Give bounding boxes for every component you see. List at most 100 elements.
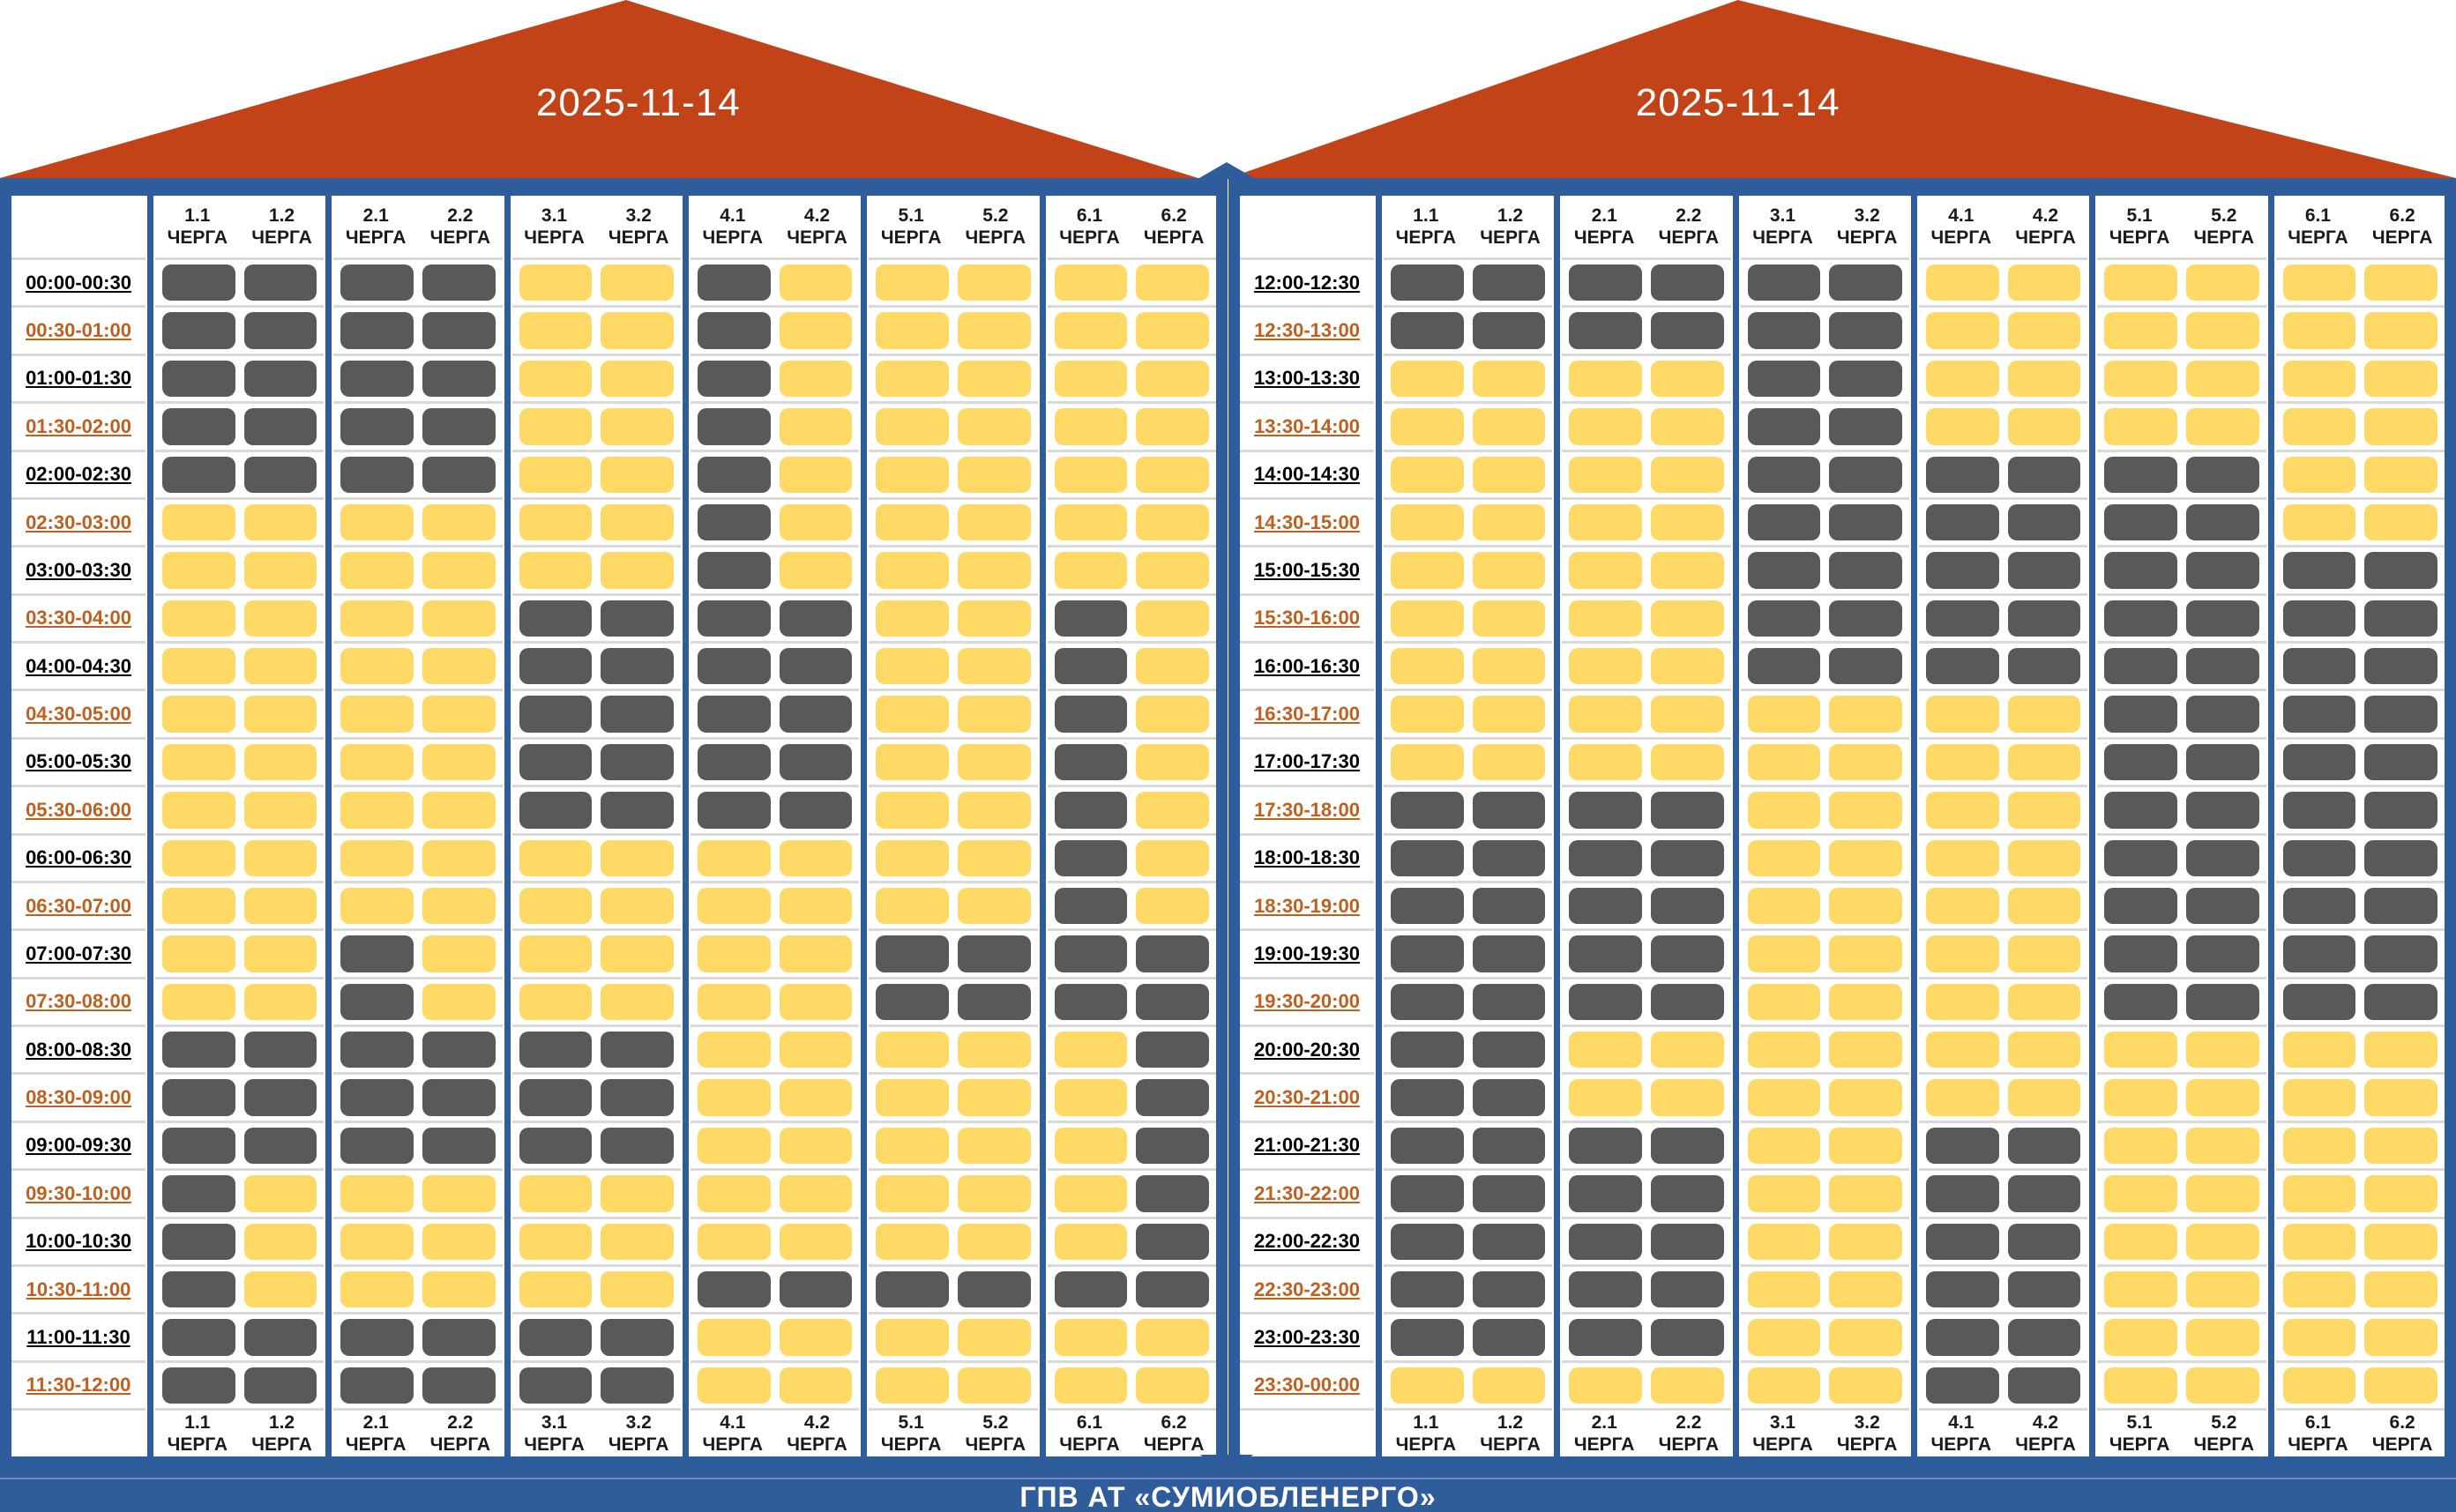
- time-slot-label[interactable]: 13:30-14:00: [1240, 401, 1374, 449]
- time-slot-label[interactable]: 07:30-08:00: [11, 976, 146, 1024]
- outage-cell: [957, 935, 1031, 972]
- time-slot-label[interactable]: 14:30-15:00: [1240, 496, 1374, 545]
- slot-row: [1740, 1168, 1909, 1216]
- time-slot-label[interactable]: 17:30-18:00: [1240, 785, 1374, 832]
- queue-word: ЧЕРГА: [880, 227, 942, 248]
- outage-cell: [1651, 983, 1724, 1020]
- time-slot-label[interactable]: 05:00-05:30: [11, 736, 146, 785]
- slot-row: [1562, 449, 1731, 497]
- slot-row: [155, 257, 325, 305]
- time-slot-label[interactable]: 16:30-17:00: [1240, 689, 1374, 736]
- queue-number: 3.1: [1769, 1412, 1796, 1433]
- time-slot-label[interactable]: 09:00-09:30: [11, 1120, 146, 1168]
- queue-number: 5.2: [982, 1412, 1009, 1433]
- outage-cell: [1569, 983, 1642, 1020]
- power-on-cell: [697, 1032, 771, 1069]
- power-on-cell: [422, 983, 496, 1020]
- power-on-cell: [2364, 312, 2437, 349]
- time-slot-label[interactable]: 04:00-04:30: [11, 641, 146, 689]
- time-slot-label[interactable]: 04:30-05:00: [11, 689, 146, 736]
- outage-cell: [1391, 1223, 1464, 1260]
- time-slot-label[interactable]: 15:00-15:30: [1240, 545, 1374, 592]
- time-slot-label[interactable]: 08:30-09:00: [11, 1072, 146, 1120]
- time-slot-label[interactable]: 20:00-20:30: [1240, 1024, 1374, 1072]
- time-slot-label[interactable]: 10:30-11:00: [11, 1263, 146, 1312]
- outage-cell: [1054, 839, 1128, 876]
- time-slot-label[interactable]: 07:00-07:30: [11, 928, 146, 976]
- outage-cell: [340, 1079, 414, 1116]
- outage-cell: [1829, 264, 1902, 302]
- power-on-cell: [876, 1319, 949, 1356]
- time-slot-label[interactable]: 16:00-16:30: [1240, 641, 1374, 689]
- time-slot-label[interactable]: 21:00-21:30: [1240, 1120, 1374, 1168]
- time-slot-label[interactable]: 10:00-10:30: [11, 1216, 146, 1264]
- queue-word: ЧЕРГА: [345, 227, 407, 248]
- slot-row: [690, 592, 860, 641]
- time-slot-label[interactable]: 01:00-01:30: [11, 353, 146, 401]
- slot-row: [1740, 1312, 1909, 1359]
- time-slot-label[interactable]: 08:00-08:30: [11, 1024, 146, 1072]
- queue-word: ЧЕРГА: [1395, 1434, 1457, 1455]
- time-slot-label[interactable]: 14:00-14:30: [1240, 449, 1374, 497]
- slot-row: [333, 401, 503, 449]
- power-on-cell: [1829, 1032, 1902, 1069]
- time-slot-label[interactable]: 06:30-07:00: [11, 880, 146, 928]
- time-slot-label[interactable]: 18:00-18:30: [1240, 832, 1374, 881]
- time-slot-label[interactable]: 22:00-22:30: [1240, 1216, 1374, 1264]
- time-slot-label[interactable]: 19:00-19:30: [1240, 928, 1374, 976]
- slot-row: [2097, 641, 2266, 689]
- slot-row: [2275, 545, 2445, 592]
- time-slot-label[interactable]: 12:00-12:30: [1240, 257, 1374, 305]
- time-slot-label[interactable]: 19:30-20:00: [1240, 976, 1374, 1024]
- time-slot-label[interactable]: 18:30-19:00: [1240, 880, 1374, 928]
- time-slot-label[interactable]: 12:30-13:00: [1240, 305, 1374, 353]
- time-slot-label[interactable]: 03:30-04:00: [11, 592, 146, 641]
- outage-cell: [2185, 792, 2259, 829]
- time-slot-label[interactable]: 13:00-13:30: [1240, 353, 1374, 401]
- outage-cell: [1136, 1270, 1209, 1308]
- time-slot-label[interactable]: 11:30-12:00: [11, 1359, 146, 1408]
- slot-row: [2097, 785, 2266, 832]
- outage-cell: [1569, 1270, 1642, 1308]
- time-slot-label[interactable]: 02:30-03:00: [11, 496, 146, 545]
- slot-row: [1384, 305, 1553, 353]
- time-slot-label[interactable]: 21:30-22:00: [1240, 1168, 1374, 1216]
- time-slot-label[interactable]: 17:00-17:30: [1240, 736, 1374, 785]
- power-on-cell: [779, 1319, 853, 1356]
- slot-row: [2275, 1216, 2445, 1264]
- power-on-cell: [2007, 887, 2081, 925]
- time-slot-label[interactable]: 05:30-06:00: [11, 785, 146, 832]
- slot-row: [1384, 832, 1553, 881]
- time-slot-label[interactable]: 23:00-23:30: [1240, 1312, 1374, 1359]
- time-slot-label[interactable]: 00:30-01:00: [11, 305, 146, 353]
- outage-cell: [243, 1367, 317, 1404]
- time-slot-label[interactable]: 00:00-00:30: [11, 257, 146, 305]
- time-slot-label[interactable]: 09:30-10:00: [11, 1168, 146, 1216]
- slot-row: [333, 880, 503, 928]
- time-slot-label[interactable]: 11:00-11:30: [11, 1312, 146, 1359]
- time-slot-label[interactable]: 22:30-23:00: [1240, 1263, 1374, 1312]
- power-on-cell: [1054, 264, 1128, 302]
- queue-group: 3.1 ЧЕРГА 3.2 ЧЕРГА 3.1 ЧЕРГА 3.2 ЧЕРГА: [1740, 196, 1909, 1456]
- queue-word: ЧЕРГА: [702, 1434, 764, 1455]
- queue-header: 3.2 ЧЕРГА: [596, 1411, 681, 1456]
- time-slot-label[interactable]: 23:30-00:00: [1240, 1359, 1374, 1408]
- queue-header: 3.1 ЧЕРГА: [1741, 196, 1825, 257]
- power-on-cell: [340, 1270, 414, 1308]
- power-on-cell: [2364, 456, 2437, 493]
- power-on-cell: [2007, 264, 2081, 302]
- time-slot-label[interactable]: 20:30-21:00: [1240, 1072, 1374, 1120]
- queue-word: ЧЕРГА: [1480, 1434, 1541, 1455]
- slot-row: [2097, 449, 2266, 497]
- time-slot-label[interactable]: 15:30-16:00: [1240, 592, 1374, 641]
- time-slot-label[interactable]: 06:00-06:30: [11, 832, 146, 881]
- time-column: 12:00-12:30 12:30-13:00 13:00-13:30 13:30-1…: [1240, 196, 1374, 1456]
- slot-row: [2275, 832, 2445, 881]
- outage-cell: [1925, 1319, 1999, 1356]
- queue-header: 6.1 ЧЕРГА: [2276, 1411, 2361, 1456]
- power-on-cell: [422, 887, 496, 925]
- power-on-cell: [1569, 1367, 1642, 1404]
- time-slot-label[interactable]: 01:30-02:00: [11, 401, 146, 449]
- time-slot-label[interactable]: 02:00-02:30: [11, 449, 146, 497]
- time-slot-label[interactable]: 03:00-03:30: [11, 545, 146, 592]
